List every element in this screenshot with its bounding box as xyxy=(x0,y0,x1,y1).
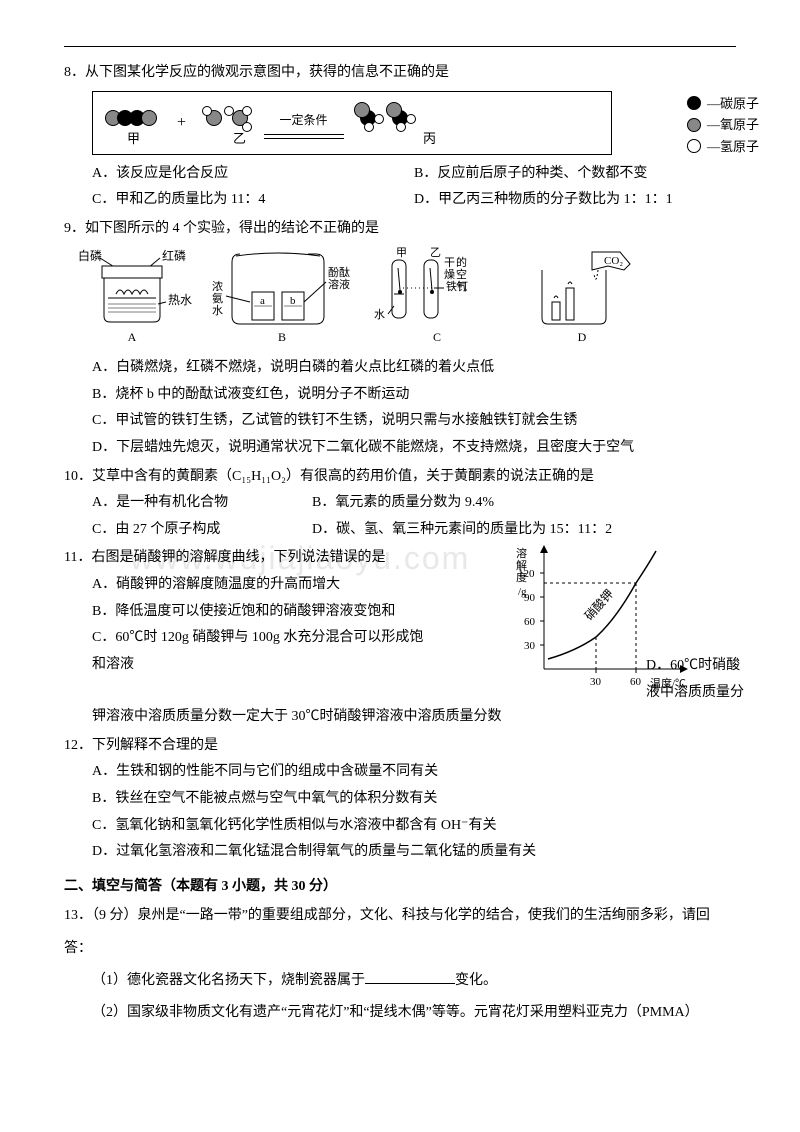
q9-exp-C: 甲 乙 铁钉 水 干 燥 的 空 xyxy=(372,246,502,349)
svg-text:空: 空 xyxy=(456,267,467,281)
q10-optC: C．由 27 个原子构成 xyxy=(92,517,312,544)
svg-text:120: 120 xyxy=(518,568,535,580)
svg-text:CO₂: CO₂ xyxy=(604,255,623,267)
svg-text:水: 水 xyxy=(212,304,223,317)
q11-optB: B．降低温度可以使接近饱和的硝酸钾溶液变饱和 xyxy=(64,599,424,626)
svg-text:溶液: 溶液 xyxy=(328,277,350,291)
q11-optD-part1: D．60℃时硝酸 xyxy=(646,653,776,680)
svg-text:的: 的 xyxy=(456,255,467,269)
legend-c: —碳原子 xyxy=(707,94,759,114)
svg-text:溶: 溶 xyxy=(516,546,527,560)
q13-sub2: （2）国家级非物质文化有遗产“元宵花灯”和“提线木偶”等等。元宵花灯采用塑料亚克… xyxy=(64,997,736,1029)
q8-optC: C．甲和乙的质量比为 11：4 xyxy=(92,187,414,214)
q8-optD: D．甲乙丙三种物质的分子数比为 1：1：1 xyxy=(414,187,736,214)
svg-text:a: a xyxy=(260,295,265,307)
q12-optD: D．过氧化氢溶液和二氧化锰混合制得氧气的质量与二氧化锰的质量有关 xyxy=(64,839,736,866)
q9-optC: C．甲试管的铁钉生锈，乙试管的铁钉不生锈，说明只需与水接触铁钉就会生锈 xyxy=(64,408,736,435)
svg-text:乙: 乙 xyxy=(430,246,441,259)
svg-text:燥: 燥 xyxy=(444,268,455,281)
lbl-hongp: 红磷 xyxy=(162,248,186,263)
question-9: 9．如下图所示的 4 个实验，得出的结论不正确的是 白磷 红磷 热水 xyxy=(64,216,736,462)
q8-legend: —碳原子 —氧原子 —氢原子 xyxy=(687,94,759,159)
q9-C-label: C xyxy=(372,326,502,349)
question-10: 10．艾草中含有的黄酮素（C₁₅H₁₁O₂）有很高的药用价值，关于黄酮素的说法正… xyxy=(64,464,736,544)
q12-optA: A．生铁和钢的性能不同与它们的组成中含碳量不同有关 xyxy=(64,759,736,786)
svg-text:90: 90 xyxy=(524,592,536,604)
svg-text:酚酞: 酚酞 xyxy=(328,265,350,279)
q9-B-label: B xyxy=(212,326,352,349)
svg-text:30: 30 xyxy=(524,640,536,652)
svg-text:浓: 浓 xyxy=(212,280,223,293)
svg-text:60: 60 xyxy=(524,616,536,628)
q11-optD-part3: 钾溶液中溶质质量分数一定大于 30℃时硝酸钾溶液中溶质质量分数 xyxy=(64,704,736,731)
legend-o: —氧原子 xyxy=(707,115,759,135)
q8-optB: B．反应前后原子的种类、个数都不变 xyxy=(414,161,736,188)
page-content: 8．从下图某化学反应的微观示意图中，获得的信息不正确的是 + 一定条件 xyxy=(64,60,736,1029)
q10-optA: A．是一种有机化合物 xyxy=(92,490,312,517)
q12-stem: 12．下列解释不合理的是 xyxy=(64,733,736,760)
q11-optD-part2: 液中溶质质量分 xyxy=(646,680,776,707)
q9-exp-B: a b 浓 氨 水 酚酞 溶液 B xyxy=(212,246,352,349)
q9-optD: D．下层蜡烛先熄灭，说明通常状况下二氧化碳不能燃烧，不支持燃烧，且密度大于空气 xyxy=(64,435,736,462)
q8-label-bing: 丙 xyxy=(423,127,436,152)
q13-sub1b: 变化。 xyxy=(455,973,497,988)
svg-text:气: 气 xyxy=(456,279,467,293)
q8-condition: 一定条件 xyxy=(280,113,328,127)
svg-text:干: 干 xyxy=(444,257,455,269)
q9-exp-D: CO₂ D xyxy=(522,246,642,349)
svg-text:甲: 甲 xyxy=(396,247,407,259)
question-11: 11．右图是硝酸钾的溶解度曲线，下列说法错误的是 溶 解 度 /g 温度/℃ 3… xyxy=(64,545,736,731)
header-rule xyxy=(64,46,736,47)
question-8: 8．从下图某化学反应的微观示意图中，获得的信息不正确的是 + 一定条件 xyxy=(64,60,736,214)
q11-optC: C．60℃时 120g 硝酸钾与 100g 水充分混合可以形成饱和溶液 xyxy=(64,625,424,678)
question-12: 12．下列解释不合理的是 A．生铁和钢的性能不同与它们的组成中含碳量不同有关 B… xyxy=(64,733,736,866)
svg-text:b: b xyxy=(290,295,296,307)
q13-stem: 13．（9 分）泉州是“一路一带”的重要组成部分，文化、科技与化学的结合，使我们… xyxy=(64,900,736,964)
question-13: 13．（9 分）泉州是“一路一带”的重要组成部分，文化、科技与化学的结合，使我们… xyxy=(64,900,736,1029)
svg-text:30: 30 xyxy=(590,676,602,688)
q9-exp-A: 白磷 红磷 热水 A xyxy=(72,246,192,349)
q9-D-label: D xyxy=(522,326,642,349)
q8-optA: A．该反应是化合反应 xyxy=(92,161,414,188)
q8-stem: 8．从下图某化学反应的微观示意图中，获得的信息不正确的是 xyxy=(64,60,736,87)
q8-label-jia: 甲 xyxy=(127,127,140,152)
lbl-reshui: 热水 xyxy=(168,293,192,307)
legend-h: —氢原子 xyxy=(707,137,759,157)
q8-label-yi: 乙 xyxy=(233,127,246,152)
q13-sub1a: （1）德化瓷器文化名扬天下，烧制瓷器属于 xyxy=(92,973,365,988)
q8-row1: A．该反应是化合反应 B．反应前后原子的种类、个数都不变 xyxy=(64,161,736,188)
q10-optB: B．氧元素的质量分数为 9.4% xyxy=(312,490,736,517)
q9-experiments: 白磷 红磷 热水 A xyxy=(72,246,736,349)
svg-text:60: 60 xyxy=(630,676,642,688)
section-2-heading: 二、填空与简答（本题有 3 小题，共 30 分） xyxy=(64,874,736,901)
q8-reaction-diagram: + 一定条件 xyxy=(92,91,612,155)
svg-text:硝酸钾: 硝酸钾 xyxy=(581,587,616,624)
q13-blank-1[interactable] xyxy=(365,970,455,984)
q10-row1: A．是一种有机化合物 B．氧元素的质量分数为 9.4% xyxy=(64,490,736,517)
plus-sign: + xyxy=(177,108,186,138)
svg-text:氨: 氨 xyxy=(212,292,223,305)
q10-stem: 10．艾草中含有的黄酮素（C₁₅H₁₁O₂）有很高的药用价值，关于黄酮素的说法正… xyxy=(64,464,736,491)
lbl-baip: 白磷 xyxy=(78,248,102,263)
q9-stem: 9．如下图所示的 4 个实验，得出的结论不正确的是 xyxy=(64,216,736,243)
q9-optA: A．白磷燃烧，红磷不燃烧，说明白磷的着火点比红磷的着火点低 xyxy=(64,355,736,382)
q9-optB: B．烧杯 b 中的酚酞试液变红色，说明分子不断运动 xyxy=(64,382,736,409)
q12-optC: C．氢氧化钠和氢氧化钙化学性质相似与水溶液中都含有 OH⁻有关 xyxy=(64,813,736,840)
q9-A-label: A xyxy=(72,326,192,349)
q13-sub1: （1）德化瓷器文化名扬天下，烧制瓷器属于 变化。 xyxy=(64,965,736,997)
q8-row2: C．甲和乙的质量比为 11：4 D．甲乙丙三种物质的分子数比为 1：1：1 xyxy=(64,187,736,214)
q12-optB: B．铁丝在空气不能被点燃与空气中氧气的体积分数有关 xyxy=(64,786,736,813)
q11-optA: A．硝酸钾的溶解度随温度的升高而增大 xyxy=(64,572,424,599)
svg-text:水: 水 xyxy=(374,308,385,321)
